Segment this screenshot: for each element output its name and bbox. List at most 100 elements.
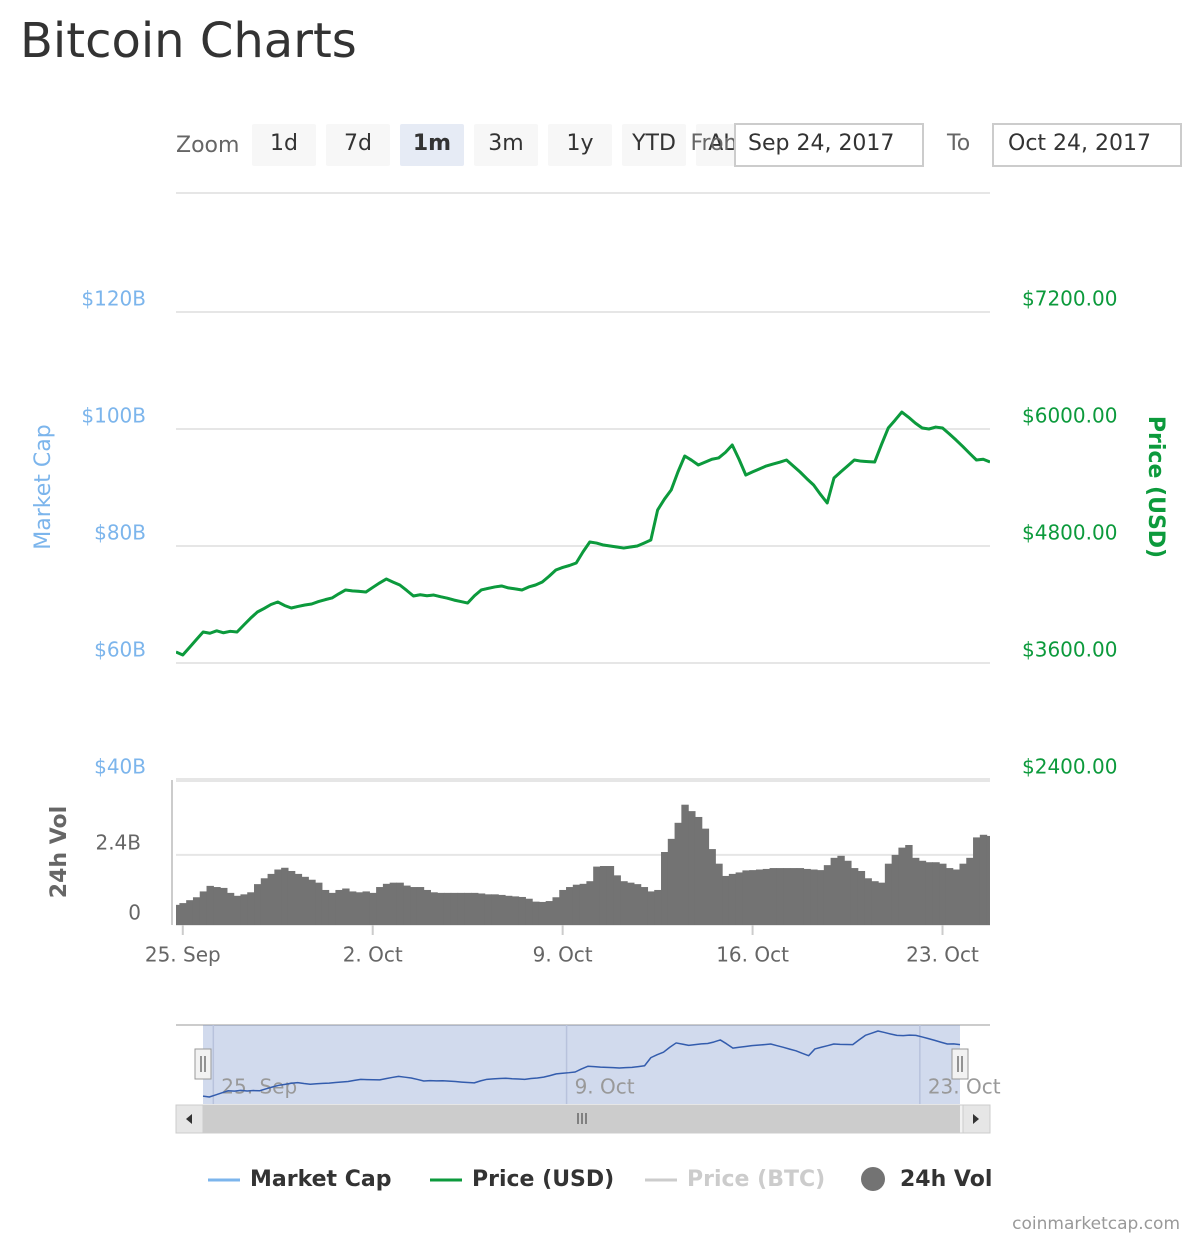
zoom-button-label[interactable]: YTD bbox=[631, 131, 676, 156]
volume-bar bbox=[186, 900, 194, 925]
navigator: 25. Sep 9. Oct 23. Oct bbox=[202, 1025, 1001, 1104]
volume-bar bbox=[789, 868, 798, 925]
y3-tick-label: 0 bbox=[128, 901, 141, 925]
navigator-mask[interactable] bbox=[203, 1025, 960, 1104]
zoom-button[interactable] bbox=[400, 124, 464, 166]
volume-bar bbox=[538, 901, 547, 925]
volume-bar bbox=[918, 860, 927, 925]
volume-bar bbox=[416, 887, 425, 925]
zoom-button-label[interactable]: 1y bbox=[566, 131, 593, 156]
volume-bar bbox=[898, 847, 906, 925]
volume-bar bbox=[437, 892, 445, 925]
zoom-button[interactable] bbox=[252, 124, 316, 166]
volume-bar bbox=[715, 863, 723, 925]
x-tick-label: 2. Oct bbox=[343, 943, 403, 967]
legend-label[interactable]: Market Cap bbox=[250, 1167, 391, 1192]
zoom-button-label[interactable]: 1m bbox=[413, 131, 451, 156]
zoom-button-label[interactable]: 7d bbox=[344, 131, 372, 156]
zoom-button[interactable] bbox=[548, 124, 612, 166]
volume-bar bbox=[776, 868, 784, 925]
volume-bar bbox=[233, 895, 242, 925]
volume-bar bbox=[355, 892, 364, 925]
volume-bar bbox=[220, 887, 228, 925]
volume-bar bbox=[688, 811, 696, 925]
volume-bar bbox=[572, 884, 581, 925]
volume-bar bbox=[633, 884, 642, 925]
volume-bar bbox=[640, 887, 649, 925]
volume-bar bbox=[810, 869, 818, 925]
navigator-line bbox=[202, 1030, 961, 1098]
volume-bar bbox=[837, 855, 845, 925]
volume-bar bbox=[674, 822, 682, 925]
zoom-button-label[interactable]: 3m bbox=[488, 131, 523, 156]
zoom-label: Zoom bbox=[176, 133, 239, 158]
to-input[interactable] bbox=[992, 123, 1182, 167]
volume-bar bbox=[681, 804, 689, 925]
volume-bar bbox=[769, 868, 777, 925]
volume-bar bbox=[891, 854, 900, 925]
legend-marker[interactable] bbox=[861, 1167, 885, 1191]
zoom-button-label[interactable]: 1d bbox=[270, 131, 298, 156]
navigator-handle[interactable] bbox=[194, 1048, 212, 1080]
from-input[interactable] bbox=[734, 123, 924, 167]
volume-bar bbox=[973, 837, 981, 925]
volume-bar bbox=[328, 892, 337, 925]
legend-label[interactable]: 24h Vol bbox=[900, 1167, 992, 1192]
volume-bar bbox=[213, 887, 221, 925]
zoom-button[interactable] bbox=[474, 124, 538, 166]
volume-bar bbox=[559, 889, 567, 925]
volume-bar bbox=[389, 882, 398, 925]
volume-bar bbox=[532, 901, 540, 925]
volume-bar bbox=[552, 897, 560, 925]
volume-bar bbox=[939, 863, 947, 925]
volume-bar bbox=[905, 844, 913, 925]
volume-bar bbox=[511, 896, 520, 925]
y2-tick-label: $3600.00 bbox=[1022, 638, 1117, 662]
zoom-button[interactable] bbox=[622, 124, 686, 166]
y3-axis-title: 24h Vol bbox=[47, 806, 72, 898]
volume-bar bbox=[477, 893, 486, 925]
navigator-label: 9. Oct bbox=[575, 1075, 635, 1099]
volume-bar bbox=[484, 894, 493, 925]
volume-bar bbox=[593, 866, 601, 925]
volume-bar bbox=[966, 857, 974, 925]
y-tick-label: $80B bbox=[94, 521, 146, 545]
volume-bar bbox=[620, 881, 628, 925]
navigator-label: 25. Sep bbox=[221, 1075, 297, 1099]
y2-tick-label: $6000.00 bbox=[1022, 404, 1117, 428]
legend-label[interactable]: Price (BTC) bbox=[687, 1167, 825, 1192]
y2-tick-label: $2400.00 bbox=[1022, 755, 1117, 779]
volume-bar bbox=[627, 882, 635, 925]
volume-bar bbox=[566, 887, 574, 925]
volume-bar bbox=[260, 878, 269, 925]
legend-label[interactable]: Price (USD) bbox=[472, 1167, 614, 1192]
credits[interactable]: coinmarketcap.com bbox=[1012, 1214, 1180, 1234]
volume-bar bbox=[613, 875, 621, 925]
from-date[interactable]: Sep 24, 2017 bbox=[748, 131, 894, 156]
volume-bar bbox=[464, 892, 472, 925]
zoom-buttons: 1d 7d 1m 3m 1y YTD ALL bbox=[252, 124, 760, 166]
volume-bar bbox=[762, 868, 771, 925]
to-label: To bbox=[946, 131, 970, 156]
volume-bar bbox=[579, 883, 587, 925]
volume-bar bbox=[342, 888, 350, 925]
to-date[interactable]: Oct 24, 2017 bbox=[1008, 131, 1151, 156]
y-tick-label: $60B bbox=[94, 638, 146, 662]
scroll-right-arrow bbox=[973, 1114, 979, 1124]
x-tick-label: 9. Oct bbox=[533, 943, 593, 967]
volume-bar bbox=[382, 883, 391, 925]
volume-bar bbox=[755, 869, 764, 925]
volume-bar bbox=[457, 892, 465, 925]
y-tick-label: $40B bbox=[94, 755, 146, 779]
volume-bar bbox=[911, 857, 920, 925]
navigator-handle[interactable] bbox=[951, 1048, 969, 1080]
zoom-button[interactable] bbox=[326, 124, 390, 166]
volume-bar bbox=[294, 873, 303, 925]
volume-bar bbox=[362, 891, 370, 925]
volume-bar bbox=[206, 885, 214, 925]
y-tick-label: $120B bbox=[81, 287, 146, 311]
volume-bar bbox=[844, 860, 852, 925]
volume-bar bbox=[410, 887, 418, 925]
volume-bar bbox=[722, 875, 730, 925]
